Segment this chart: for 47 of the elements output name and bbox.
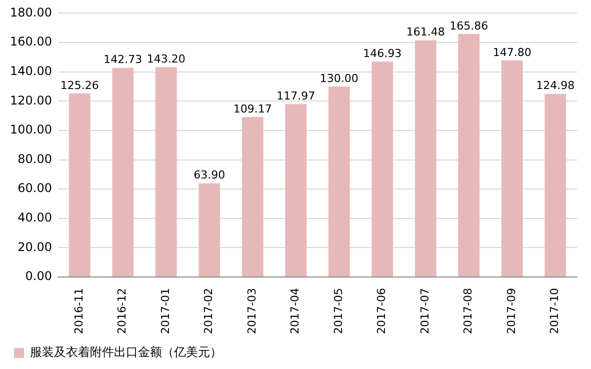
- data-label: 165.86: [450, 19, 488, 32]
- data-label: 147.80: [492, 46, 532, 59]
- x-tick-label: 2017-09: [504, 288, 518, 334]
- bar: [458, 34, 480, 277]
- y-tick-label: 100.00: [10, 122, 52, 137]
- y-tick-label: 180.00: [10, 5, 52, 20]
- x-tick-label: 2017-07: [418, 288, 432, 334]
- legend-label: 服装及衣着附件出口金额（亿美元）: [30, 345, 222, 360]
- y-tick-label: 0.00: [25, 269, 52, 284]
- x-tick-label: 2017-01: [158, 288, 172, 334]
- x-tick-label: 2017-05: [332, 288, 345, 334]
- bar: [372, 62, 394, 277]
- x-tick-label: 2017-04: [288, 288, 302, 334]
- bar: [414, 40, 436, 277]
- bar: [68, 93, 90, 277]
- data-label: 143.20: [146, 52, 186, 66]
- data-label: 161.48: [406, 26, 445, 39]
- bar: [242, 117, 264, 277]
- x-tick-label: 2017-06: [375, 288, 388, 334]
- data-label: 124.98: [536, 79, 575, 92]
- bar: [544, 94, 566, 277]
- data-label: 130.00: [320, 72, 358, 85]
- y-tick-label: 120.00: [10, 93, 52, 108]
- x-tick-label: 2016-12: [116, 288, 129, 334]
- x-tick-label: 2017-10: [548, 288, 562, 334]
- y-tick-label: 80.00: [18, 152, 52, 166]
- bar: [155, 67, 177, 277]
- bar: [112, 68, 134, 277]
- x-tick-label: 2017-03: [245, 288, 258, 334]
- x-tick-label: 2017-08: [462, 288, 475, 334]
- bar: [501, 60, 523, 277]
- y-tick-label: 40.00: [18, 210, 52, 225]
- y-tick-label: 20.00: [18, 240, 52, 254]
- y-tick-label: 60.00: [18, 181, 52, 196]
- data-label: 142.73: [104, 53, 142, 66]
- x-tick-label: 2016-11: [72, 288, 86, 334]
- bar: [328, 86, 350, 277]
- y-tick-label: 160.00: [10, 34, 52, 49]
- y-tick-label: 140.00: [10, 64, 52, 78]
- data-label: 63.90: [194, 168, 226, 182]
- bar: [285, 104, 307, 277]
- x-tick-label: 2017-02: [202, 288, 216, 334]
- data-label: 146.93: [363, 47, 402, 60]
- data-label: 125.26: [60, 78, 99, 92]
- data-label: 117.97: [276, 89, 316, 102]
- bar: [198, 183, 220, 277]
- data-label: 109.17: [233, 102, 272, 116]
